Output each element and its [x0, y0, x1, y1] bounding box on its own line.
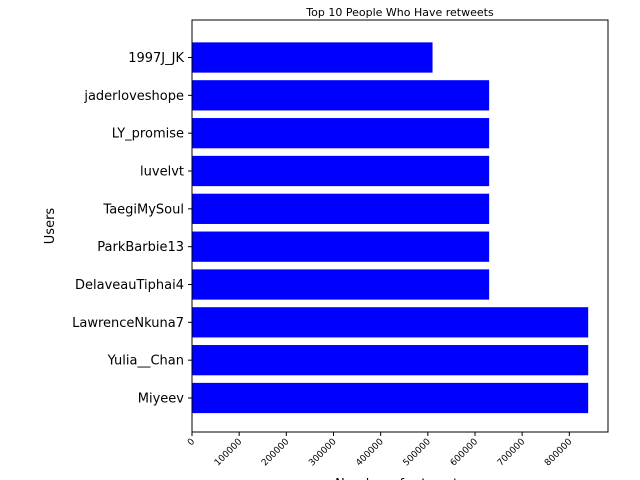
chart-title: Top 10 People Who Have retweets: [305, 6, 494, 19]
y-tick-label: luvelvt: [140, 165, 184, 180]
x-tick-label: 100000: [213, 437, 245, 469]
x-tick-label: 0: [186, 437, 197, 448]
plot-frame: [191, 19, 609, 433]
bars-group: [192, 42, 589, 414]
bar-5: [192, 231, 490, 262]
bar-3: [192, 155, 490, 187]
y-tick-label: Miyeev: [138, 392, 185, 407]
y-axis-label: Users: [43, 208, 58, 245]
x-axis-label: Number of retweets: [335, 477, 465, 480]
bar-7: [192, 307, 589, 338]
bar-1: [192, 80, 490, 111]
y-tick-label: Yulia__Chan: [107, 354, 184, 369]
bar-4: [192, 193, 490, 224]
x-tick-label: 600000: [449, 437, 481, 469]
x-tick-label: 200000: [260, 437, 292, 469]
bar-2: [192, 118, 490, 149]
y-tick-label: ParkBarbie13: [97, 240, 184, 255]
x-axis-ticks: 0 100000 200000 300000 400000 500000 600000 700…: [186, 432, 575, 468]
y-tick-label: LawrenceNkuna7: [72, 316, 184, 331]
x-tick-label: 700000: [496, 437, 528, 469]
bar-9: [192, 382, 589, 414]
x-tick-label: 500000: [402, 437, 434, 469]
y-tick-label: DelaveauTiphai4: [75, 278, 184, 293]
y-tick-label: LY_promise: [112, 127, 184, 142]
bar-6: [192, 269, 490, 300]
y-tick-label: 1997J_JK: [128, 51, 184, 66]
y-tick-label: jaderloveshope: [83, 89, 184, 104]
x-tick-label: 300000: [307, 437, 339, 469]
x-tick-label: 400000: [354, 437, 386, 469]
bar-8: [192, 345, 589, 376]
bar-0: [192, 42, 433, 73]
x-tick-label: 800000: [543, 437, 575, 469]
y-tick-label: TaegiMySoul: [102, 202, 184, 217]
